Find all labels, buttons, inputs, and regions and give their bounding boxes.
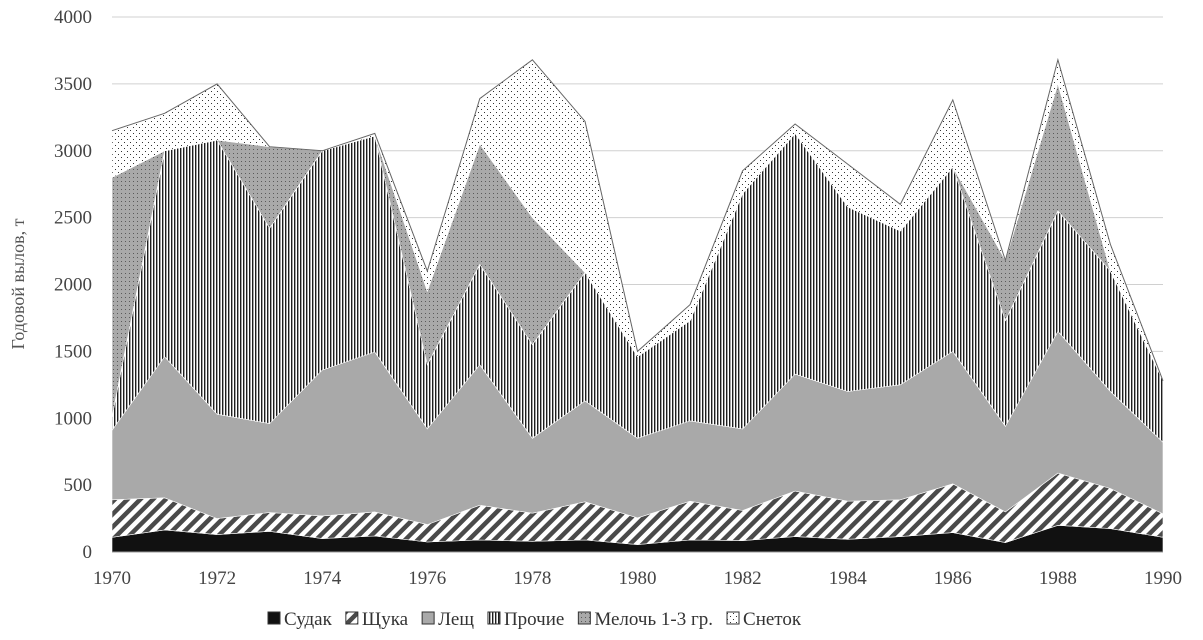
y-tick-label: 2000: [54, 275, 92, 296]
y-tick-label: 1500: [54, 341, 92, 362]
legend-label: Мелочь 1-3 гр.: [594, 609, 713, 630]
y-tick-label: 4000: [54, 7, 92, 28]
x-tick-label: 1976: [408, 568, 446, 589]
x-tick-label: 1974: [303, 568, 342, 589]
legend-label: Судак: [284, 609, 333, 630]
y-tick-label: 1000: [54, 408, 92, 429]
legend-swatch: [726, 611, 740, 625]
plot-areas: [111, 57, 1164, 553]
legend-swatch: [345, 611, 359, 625]
x-tick-label: 1972: [198, 568, 236, 589]
total-outline: [111, 57, 1164, 381]
legend-swatch: [267, 611, 281, 625]
y-tick-label: 3000: [54, 141, 92, 162]
legend-swatch: [577, 611, 591, 625]
x-tick-label: 1984: [829, 568, 868, 589]
x-tick-label: 1970: [93, 568, 131, 589]
legend-swatch: [487, 611, 501, 625]
x-tick-label: 1978: [513, 568, 551, 589]
x-tick-label: 1990: [1144, 568, 1182, 589]
x-tick-label: 1980: [619, 568, 657, 589]
axes: 0 500 1000 1500 2000 2500 3000 3500 4000 1970 1972…: [54, 7, 1182, 589]
legend-label: Лещ: [438, 609, 474, 630]
legend-label: Снеток: [743, 609, 802, 630]
y-axis-title: Годовой вылов, т: [8, 218, 28, 349]
y-tick-label: 2500: [54, 208, 92, 229]
x-tick-label: 1988: [1039, 568, 1077, 589]
legend-label: Щука: [362, 609, 409, 630]
y-tick-label: 500: [64, 475, 93, 496]
y-tick-label: 0: [83, 542, 93, 563]
legend: Судак Щука Лещ Прочие Мелочь 1-3 гр. Снеток: [267, 609, 802, 630]
legend-swatch: [421, 611, 435, 625]
x-tick-label: 1982: [724, 568, 762, 589]
x-tick-label: 1986: [934, 568, 972, 589]
y-tick-label: 3500: [54, 74, 92, 95]
legend-label: Прочие: [504, 609, 564, 630]
